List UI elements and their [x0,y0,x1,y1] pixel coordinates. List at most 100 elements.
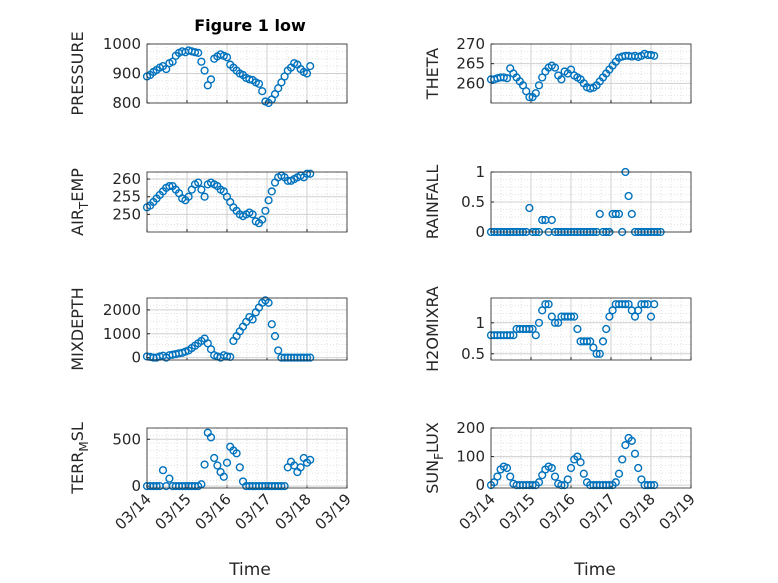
subplot-mixdepth: 0 1000 2000 MIXDEPTH [68,287,348,371]
x-tick-label: 03/18 [616,490,659,533]
y-tick-label: 255 [112,188,141,206]
y-tick-label: 270 [456,35,485,53]
y-tick-label: 0 [475,476,485,494]
data-point [184,192,193,201]
subplot-h2omixra: 0.5 1 H2OMIXRA [423,286,692,372]
data-point [219,472,228,481]
y-axis-label: THETA [423,48,442,100]
y-tick-label: 0 [131,477,141,495]
x-tick-label: 03/17 [232,490,275,533]
data-point [646,50,656,60]
data-point [165,182,174,191]
data-point [624,300,633,309]
data-point [547,312,556,321]
y-tick-label: 0 [131,349,141,367]
data-point [197,57,206,66]
data-point [586,337,595,346]
data-point [528,324,537,334]
data-point [611,209,620,219]
data-point [267,320,276,329]
data-point [621,300,630,309]
y-tick-label: 0 [475,223,485,241]
data-point [213,461,222,470]
data-point [509,331,518,340]
data-point [582,337,592,346]
y-tick-label: 100 [456,448,485,466]
y-axis-label: MIXDEPTH [68,287,87,370]
data-point [280,482,289,491]
x-tick-label: 03/15 [496,490,539,533]
y-axis-label: RAINFALL [423,165,442,240]
data-point [534,81,544,90]
data-point [634,463,643,473]
data-point [528,481,537,490]
data-point [640,300,649,309]
data-point [614,469,624,478]
axes-box [490,427,692,489]
data-point [586,84,595,93]
y-tick-label: 1000 [103,35,141,53]
data-point [579,469,588,478]
y-tick-label: 800 [112,94,141,112]
data-point [538,215,547,225]
data-point [194,48,203,57]
data-point [605,312,614,321]
data-point [306,169,315,178]
data-point [499,73,508,82]
data-point [200,460,209,469]
data-point [525,324,534,334]
y-tick-label: 2000 [103,301,141,319]
data-point [573,324,582,334]
data-point [210,453,219,463]
y-tick-label: 260 [456,74,485,92]
data-point [534,478,544,487]
data-point [566,312,576,321]
data-point [270,332,280,341]
axes-box [146,171,348,233]
data-point [525,92,534,102]
data-point [531,331,540,340]
x-tick-label: 03/15 [152,490,195,533]
data-point [547,463,556,473]
data-point [605,481,614,490]
data-point [541,300,550,309]
data-point [550,63,560,72]
data-point [646,312,656,321]
y-tick-label: 1 [475,163,485,181]
data-point [258,87,267,96]
data-point [296,463,305,472]
x-tick-label: 03/18 [272,490,315,533]
data-point [618,455,627,464]
data-point [302,353,312,362]
data-point [595,349,604,358]
data-point [563,475,572,484]
data-point [650,481,659,490]
y-tick-label: 1000 [103,325,141,343]
data-point [206,75,216,84]
x-tick-label: 03/17 [576,490,619,533]
data-point [158,466,168,475]
data-point [570,312,579,321]
data-point [595,209,604,219]
data-point [589,343,598,352]
subplot-rainfall: 0 0.5 1 RAINFALL [423,163,692,241]
data-point [538,306,547,315]
data-point [222,458,232,467]
data-point [248,315,257,324]
data-point [232,449,241,458]
axes-box [490,297,692,361]
axes-box [146,43,348,104]
data-point [152,482,161,491]
data-point [274,346,283,355]
data-point [200,192,209,201]
data-point [630,449,640,458]
y-tick-label: 1 [475,314,485,332]
axes-box [490,171,692,233]
data-point [598,337,608,346]
y-tick-label: 250 [112,205,141,223]
data-point [621,441,630,450]
data-point [554,318,563,327]
